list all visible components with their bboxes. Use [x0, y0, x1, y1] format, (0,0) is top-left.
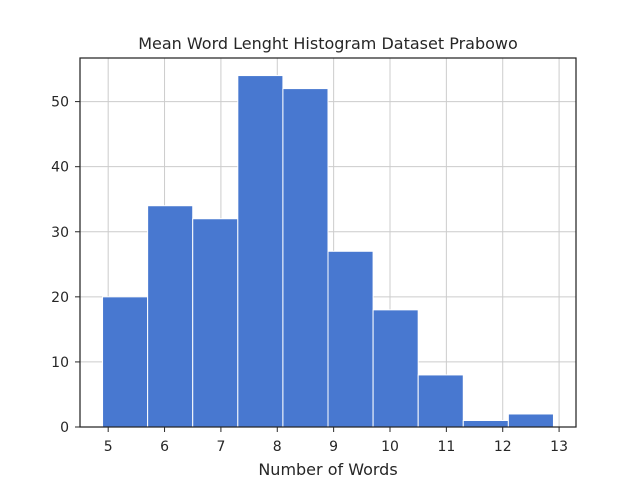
x-tick-label-6: 11	[437, 439, 455, 455]
x-tick-label-3: 8	[273, 439, 282, 455]
plot-frame	[79, 57, 577, 428]
histogram-bar-5	[327, 250, 374, 428]
histogram-bar-8	[462, 419, 509, 428]
y-tick-label-3: 30	[51, 225, 69, 241]
chart-title: Mean Word Lenght Histogram Dataset Prabo…	[138, 34, 518, 53]
x-tick-label-8: 13	[550, 439, 568, 455]
histogram-bar-7	[417, 374, 464, 428]
x-tick-label-2: 7	[216, 439, 225, 455]
y-tick-label-4: 40	[51, 160, 69, 176]
x-axis-ticks: 5 6 7 8 9 10 11 12 13	[104, 427, 568, 455]
y-tick-label-0: 0	[60, 420, 69, 436]
x-axis-title: Number of Words	[258, 460, 397, 479]
histogram-bars	[102, 75, 554, 428]
histogram-bar-9	[507, 413, 554, 428]
x-tick-label-7: 12	[494, 439, 512, 455]
x-tick-label-4: 9	[329, 439, 338, 455]
x-tick-label-0: 5	[104, 439, 113, 455]
histogram-bar-1	[147, 205, 194, 428]
histogram-bar-4	[282, 88, 329, 428]
y-tick-label-5: 50	[51, 95, 69, 111]
y-axis-ticks: 0 10 20 30 40 50	[51, 95, 80, 436]
histogram-bar-2	[192, 218, 239, 428]
y-tick-label-2: 20	[51, 290, 69, 306]
histogram-bar-6	[372, 309, 419, 428]
histogram-bar-3	[237, 75, 284, 428]
x-tick-label-1: 6	[160, 439, 169, 455]
histogram-bar-0	[102, 296, 149, 428]
x-tick-label-5: 10	[381, 439, 399, 455]
y-tick-label-1: 10	[51, 355, 69, 371]
